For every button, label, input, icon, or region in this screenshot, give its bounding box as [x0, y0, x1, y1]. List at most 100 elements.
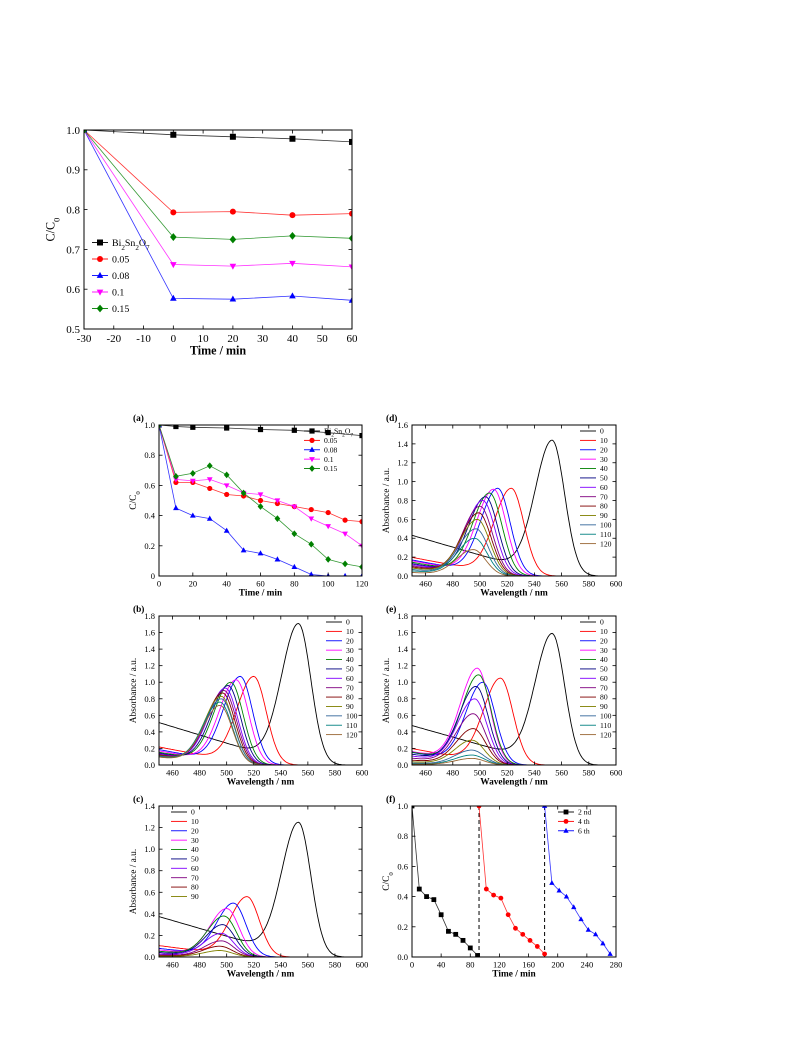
legend-label: 120: [346, 730, 358, 739]
y-tick-label: 0.6: [144, 480, 155, 490]
x-tick-label: 500: [220, 768, 233, 778]
y-tick-label: 1.6: [144, 628, 155, 638]
data-point: [173, 504, 179, 511]
y-tick-label: 0.6: [144, 887, 155, 897]
legend-label: 110: [600, 721, 611, 730]
legend-label: 50: [346, 665, 354, 674]
y-tick-label: 1.2: [144, 823, 155, 833]
data-point: [173, 477, 179, 483]
data-point: [460, 937, 466, 943]
data-point: [206, 515, 213, 521]
legend-label: 70: [346, 683, 354, 692]
legend-label: 10: [600, 627, 608, 636]
x-tick-label: 160: [522, 960, 535, 970]
x-tick-label: 20: [227, 333, 239, 345]
x-tick-label: 100: [322, 579, 335, 589]
data-point: [342, 531, 348, 537]
x-tick-label: 80: [466, 960, 475, 970]
y-tick-label: 0.0: [397, 952, 408, 962]
data-point: [549, 880, 555, 885]
x-tick-label: 500: [474, 768, 487, 778]
legend-label: 10: [191, 817, 199, 826]
x-tick-label: 500: [220, 960, 233, 970]
panel-label: (e): [386, 604, 396, 615]
y-tick-label: 1.6: [397, 628, 408, 638]
data-point: [240, 547, 247, 553]
x-axis-label: Wavelength / nm: [480, 589, 548, 599]
y-tick-label: 1.4: [397, 644, 408, 654]
legend-label: 70: [191, 873, 199, 882]
legend-label: 10: [600, 436, 608, 445]
data-point: [170, 209, 177, 216]
x-tick-label: 120: [356, 579, 369, 589]
x-tick-label: 460: [419, 768, 432, 778]
y-tick-label: 1.0: [144, 420, 155, 430]
panel-label: (b): [133, 604, 144, 615]
legend-label: 2 nd: [578, 808, 592, 817]
legend-marker: [563, 818, 569, 824]
data-point: [274, 515, 281, 522]
y-tick-label: 0.5: [66, 324, 80, 336]
y-tick-label: 0.8: [144, 866, 155, 876]
y-axis-label: Absorbance / a.u.: [129, 658, 139, 723]
legend-label: 0.1: [112, 287, 124, 298]
x-tick-label: 540: [274, 768, 287, 778]
data-point: [325, 429, 331, 436]
y-tick-label: 1.0: [397, 477, 408, 487]
x-tick-label: 560: [555, 579, 568, 589]
legend-label: 60: [346, 674, 354, 683]
data-point: [170, 262, 177, 269]
legend-label: 50: [600, 474, 608, 483]
x-tick-label: 600: [356, 960, 369, 970]
data-point: [170, 294, 177, 301]
y-axis-label: Absorbance / a.u.: [129, 849, 139, 914]
data-point: [438, 912, 444, 918]
series-line-90: [159, 950, 362, 957]
legend-marker: [96, 289, 104, 296]
x-tick-label: 50: [317, 333, 329, 345]
series-line-0: [412, 439, 616, 576]
legend-label: 0.1: [324, 455, 334, 464]
data-point: [189, 512, 196, 518]
x-tick-label: 480: [446, 768, 459, 778]
x-tick-label: 460: [166, 768, 179, 778]
data-point: [467, 945, 473, 951]
y-axis-label: C/C0: [129, 491, 142, 510]
series-line-6 th: [544, 806, 611, 955]
series-line-70: [412, 713, 616, 765]
data-point: [491, 892, 496, 898]
x-axis-label: Time / min: [190, 343, 246, 357]
series-line-50: [412, 496, 616, 576]
y-tick-label: 1.6: [397, 420, 408, 430]
x-tick-label: 520: [247, 960, 260, 970]
x-tick-label: 280: [610, 960, 623, 970]
legend-label: 40: [600, 655, 608, 664]
plot-area: [159, 425, 362, 576]
legend-label: 110: [600, 530, 611, 539]
y-tick-label: 0.6: [397, 861, 408, 871]
legend-label: Bi2Sn2O7: [324, 427, 353, 439]
data-point: [207, 485, 213, 492]
x-tick-label: 560: [555, 768, 568, 778]
legend-label: 10: [346, 627, 354, 636]
data-point: [289, 292, 296, 299]
data-point: [206, 477, 213, 483]
y-tick-label: 0.8: [66, 204, 80, 216]
legend-label: 90: [346, 702, 354, 711]
data-point: [600, 940, 606, 946]
x-tick-label: 580: [329, 768, 342, 778]
legend-label: 80: [191, 883, 199, 892]
data-point: [223, 471, 230, 479]
series-line-0.05: [84, 130, 352, 216]
series-line-40: [159, 681, 362, 765]
legend: Bi2Sn2O7 0.05 0.08 0.1 0.15: [92, 238, 150, 315]
legend-label: 0.05: [324, 436, 338, 445]
data-point: [308, 506, 314, 513]
data-point: [257, 503, 264, 510]
legend-marker: [97, 239, 103, 246]
x-tick-label: -30: [77, 333, 92, 345]
data-point: [289, 212, 296, 219]
series-line-50: [159, 685, 362, 765]
